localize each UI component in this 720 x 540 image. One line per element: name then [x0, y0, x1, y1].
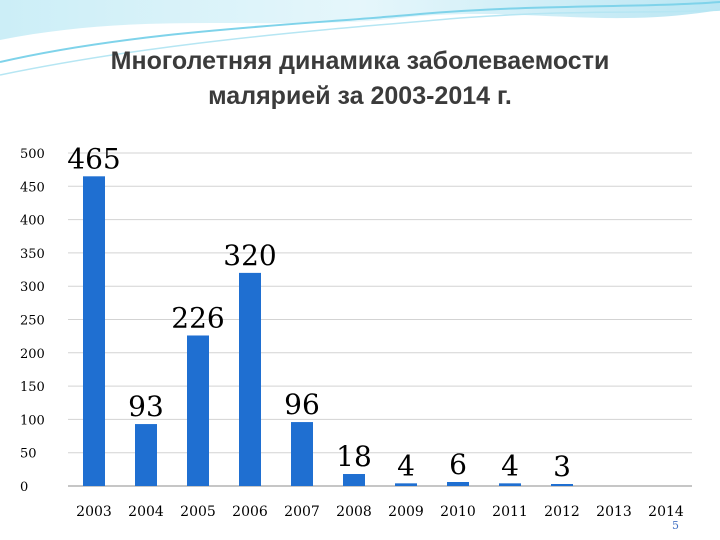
x-tick-label: 2005 — [180, 504, 216, 520]
data-label: 465 — [67, 142, 120, 175]
x-tick-label: 2009 — [388, 504, 424, 520]
x-tick-label: 2011 — [492, 504, 528, 520]
x-tick-label: 2003 — [76, 504, 112, 520]
bar — [551, 484, 573, 486]
data-label: 4 — [501, 449, 519, 482]
x-axis-tick-labels: 2003 2004 2005 2006 2007 2008 2009 2010 2011 2012… — [76, 504, 684, 520]
bar — [343, 474, 365, 486]
bar — [499, 483, 521, 486]
bar — [447, 482, 469, 486]
y-tick-label: 300 — [20, 280, 45, 295]
bar — [395, 483, 417, 486]
y-tick-label: 350 — [20, 247, 45, 262]
bar — [187, 335, 209, 486]
x-tick-label: 2013 — [596, 504, 632, 520]
gridlines — [68, 152, 692, 487]
y-tick-label: 0 — [20, 480, 28, 495]
bars — [83, 176, 573, 486]
x-tick-label: 2004 — [128, 504, 164, 520]
y-tick-label: 400 — [20, 214, 45, 229]
data-label: 93 — [128, 390, 164, 423]
data-label: 96 — [284, 388, 320, 421]
y-tick-label: 450 — [20, 180, 45, 195]
y-tick-label: 500 — [20, 147, 45, 162]
data-label: 3 — [553, 450, 571, 483]
y-axis-tick-labels: 0 50 100 150 200 250 300 350 400 450 500 — [20, 147, 45, 495]
x-tick-label: 2008 — [336, 504, 372, 520]
data-labels: 465 93 226 320 96 18 4 6 4 3 — [67, 142, 571, 483]
data-label: 320 — [223, 239, 276, 272]
slide-title-line-1: Многолетняя динамика заболеваемости — [110, 47, 610, 75]
data-label: 18 — [336, 440, 372, 473]
bar — [239, 272, 261, 486]
header-wave-decoration — [0, 0, 720, 76]
bar — [83, 176, 105, 486]
y-tick-label: 150 — [20, 380, 45, 395]
x-tick-label: 2014 — [648, 504, 684, 520]
data-label: 226 — [171, 301, 224, 334]
y-tick-label: 250 — [20, 314, 45, 329]
data-label: 6 — [449, 448, 467, 481]
x-tick-label: 2007 — [284, 504, 320, 520]
y-tick-label: 200 — [20, 347, 45, 362]
data-label: 4 — [397, 449, 415, 482]
x-tick-label: 2006 — [232, 504, 268, 520]
y-tick-label: 50 — [20, 447, 37, 462]
x-tick-label: 2010 — [440, 504, 476, 520]
bar — [135, 424, 157, 486]
slide-title: Многолетняя динамика заболеваемости маля… — [20, 44, 700, 114]
slide-number: 5 — [672, 519, 679, 532]
y-tick-label: 100 — [20, 413, 45, 428]
bar — [291, 422, 313, 486]
x-tick-label: 2012 — [544, 504, 580, 520]
slide-title-line-2: малярией за 2003-2014 г. — [208, 82, 512, 110]
